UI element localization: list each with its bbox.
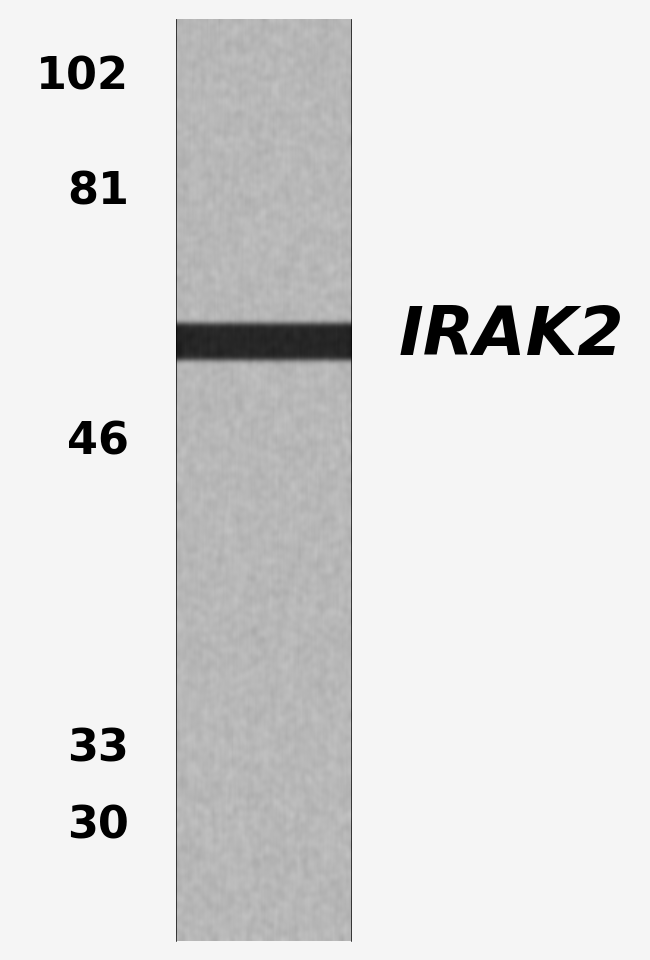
Text: 30: 30 <box>67 804 129 847</box>
Text: 102: 102 <box>36 56 129 98</box>
Text: IRAK2: IRAK2 <box>398 303 624 369</box>
Text: 46: 46 <box>67 420 129 463</box>
Text: 33: 33 <box>67 728 129 770</box>
Text: 81: 81 <box>67 171 129 213</box>
